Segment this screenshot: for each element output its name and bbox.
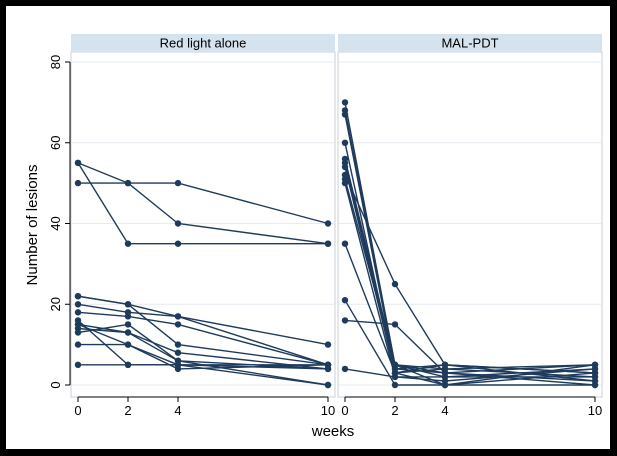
series-line: [77, 295, 329, 366]
x-tick-label: 2: [124, 403, 131, 418]
series-line: [77, 311, 329, 366]
data-point: [74, 341, 82, 348]
panel-strip: [338, 34, 602, 52]
data-point: [74, 293, 82, 300]
data-point: [74, 361, 82, 368]
y-tick-label: 80: [48, 55, 63, 69]
x-axis-label: weeks: [311, 423, 355, 440]
data-point: [591, 361, 599, 368]
y-tick-label: 60: [48, 136, 63, 150]
data-point: [441, 381, 449, 389]
series-line: [344, 299, 596, 386]
data-point: [74, 301, 82, 308]
data-point: [124, 361, 132, 368]
data-point: [391, 321, 399, 328]
data-point: [341, 317, 349, 324]
x-tick-label: 0: [74, 403, 81, 418]
plot-area: [337, 51, 603, 398]
data-point: [324, 365, 332, 373]
data-point: [74, 179, 82, 187]
data-point: [324, 381, 332, 389]
y-tick-label: 0: [48, 381, 63, 388]
series-line: [344, 368, 595, 378]
data-point: [341, 163, 349, 171]
panel-title: Red light alone: [160, 36, 247, 51]
data-point: [74, 159, 82, 167]
series-line: [344, 182, 596, 382]
x-tick-label: 10: [588, 403, 602, 418]
x-tick-label: 2: [391, 403, 398, 418]
data-point: [174, 341, 182, 348]
series-line: [77, 327, 329, 386]
data-point: [324, 240, 332, 247]
data-point: [341, 99, 349, 106]
series-line: [344, 243, 596, 374]
panel-0: Red light alone: [70, 34, 336, 398]
data-point: [124, 179, 132, 187]
series-line: [77, 303, 329, 366]
data-point: [124, 301, 132, 308]
panels: Red light alone MAL-PDT: [70, 34, 603, 398]
data-point: [174, 179, 182, 187]
y-tick-label: 40: [48, 216, 63, 230]
data-point: [341, 297, 349, 304]
series-line: [344, 178, 596, 378]
x-tick-label: 10: [321, 403, 335, 418]
data-point: [591, 373, 599, 381]
data-point: [441, 373, 449, 381]
data-point: [341, 111, 349, 118]
data-point: [391, 373, 399, 381]
data-point: [174, 220, 182, 227]
x-tick-label: 0: [341, 403, 348, 418]
series-line: [77, 162, 328, 245]
data-point: [174, 321, 182, 328]
series-line: [78, 182, 329, 245]
series-line: [77, 319, 329, 370]
y-tick-label: 20: [48, 297, 63, 311]
data-point: [341, 139, 349, 146]
data-point: [124, 341, 132, 348]
data-point: [74, 309, 82, 316]
x-tick-label: 4: [174, 403, 181, 418]
data-point: [391, 361, 399, 368]
data-point: [124, 240, 132, 247]
series-line: [344, 174, 596, 374]
data-point: [174, 240, 182, 247]
data-point: [124, 329, 132, 336]
data-point: [174, 349, 182, 356]
series-line: [344, 102, 595, 386]
series-line: [77, 162, 329, 225]
data-point: [324, 220, 332, 227]
panel-title: MAL-PDT: [441, 36, 498, 51]
data-point: [391, 381, 399, 389]
data-point: [74, 317, 82, 324]
y-axis-label: Number of lesions: [24, 165, 41, 286]
data-point: [341, 240, 349, 247]
axes: 0 2 4 10 0 2 4 10 0 20 40 60 80: [48, 55, 602, 418]
data-point: [341, 179, 349, 187]
panel-strip: [71, 34, 335, 52]
data-point: [74, 325, 82, 332]
data-point: [341, 365, 349, 373]
data-point: [324, 341, 332, 348]
data-point: [174, 357, 182, 364]
data-point: [391, 280, 399, 288]
data-point: [124, 313, 132, 320]
x-tick-label: 4: [441, 403, 448, 418]
series-line: [77, 323, 329, 386]
panel-1: MAL-PDT: [337, 34, 603, 398]
data-point: [124, 321, 132, 328]
data-point: [174, 313, 182, 320]
